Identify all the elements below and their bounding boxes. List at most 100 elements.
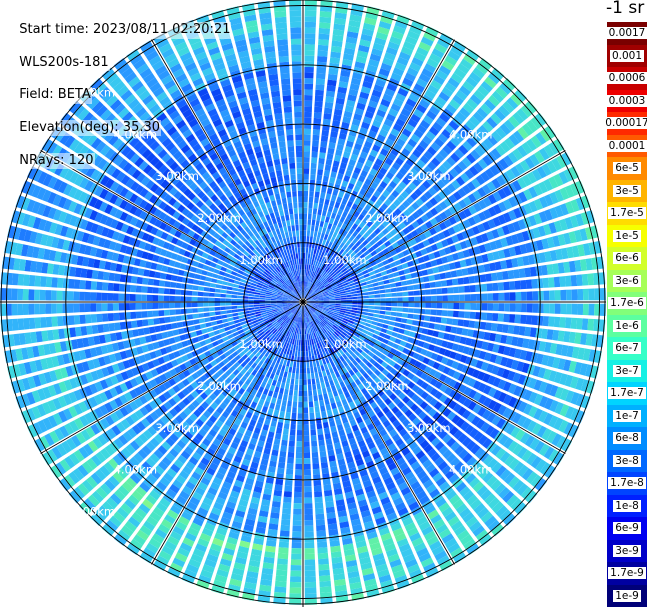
ppi-cell [254, 294, 260, 298]
ppi-cell [320, 312, 326, 317]
ppi-cell [181, 354, 189, 362]
ppi-cell [362, 357, 369, 365]
ppi-cell [463, 319, 470, 328]
ppi-cell [378, 68, 390, 77]
ppi-cell [51, 316, 58, 327]
ppi-cell [221, 424, 230, 432]
ppi-cell [319, 359, 323, 366]
ppi-cell [109, 515, 122, 528]
ppi-cell [493, 204, 502, 215]
ppi-cell [240, 361, 248, 368]
ppi-cell [133, 534, 146, 546]
ppi-cell [484, 242, 492, 252]
ppi-cell [581, 395, 591, 409]
ppi-cell [227, 333, 234, 340]
ppi-cell [306, 304, 311, 309]
ppi-cell [343, 403, 350, 411]
ppi-cell [429, 217, 438, 226]
ppi-cell [402, 517, 414, 527]
ppi-cell [312, 302, 319, 304]
ppi-cell [150, 469, 162, 480]
ppi-cell [297, 316, 300, 323]
ppi-cell [374, 139, 384, 148]
ppi-cell [375, 78, 386, 88]
ppi-cell [331, 326, 337, 331]
ppi-cell [507, 370, 516, 381]
ppi-cell [556, 155, 567, 169]
ppi-cell [480, 103, 492, 115]
ppi-cell [568, 166, 579, 180]
ppi-cell [158, 383, 167, 393]
ppi-cell [318, 262, 323, 269]
ppi-cell [512, 443, 523, 456]
ppi-cell [56, 443, 68, 457]
ppi-cell [281, 399, 287, 407]
ppi-cell [38, 373, 47, 386]
ppi-cell [303, 401, 308, 408]
ppi-cell [303, 264, 305, 270]
ppi-cell [385, 424, 395, 433]
ppi-cell [194, 466, 205, 476]
ppi-cell [276, 316, 282, 321]
ppi-cell [367, 154, 376, 163]
ppi-cell [425, 296, 432, 302]
ppi-cell [304, 50, 315, 56]
ppi-cell [420, 557, 434, 568]
ppi-cell [87, 359, 95, 370]
ppi-cell [196, 347, 204, 355]
ppi-cell [134, 386, 143, 396]
ppi-cell [437, 265, 445, 273]
ppi-cell [331, 556, 343, 564]
ppi-cell [453, 461, 465, 472]
ppi-cell [87, 336, 95, 347]
ppi-cell [346, 565, 359, 573]
ppi-cell [331, 283, 337, 288]
ppi-cell [349, 14, 362, 23]
ppi-cell [205, 363, 213, 371]
ppi-cell [113, 438, 124, 449]
ppi-cell [288, 446, 295, 453]
ppi-cell [298, 328, 300, 335]
ppi-cell [329, 229, 334, 237]
ppi-cell [367, 423, 375, 431]
ppi-cell [359, 127, 368, 135]
ppi-cell [415, 174, 425, 183]
ppi-cell [287, 331, 292, 338]
ppi-cell [312, 278, 317, 284]
ppi-cell [292, 309, 297, 314]
ppi-cell [371, 48, 383, 57]
ppi-cell [362, 232, 370, 239]
ppi-cell [369, 149, 379, 158]
ppi-cell [427, 359, 436, 367]
ppi-cell [181, 421, 191, 430]
ppi-cell [419, 425, 429, 435]
ppi-cell [315, 360, 320, 367]
ppi-cell [220, 381, 229, 389]
ppi-cell [28, 317, 36, 329]
ppi-cell [314, 191, 320, 198]
ppi-cell [571, 303, 578, 315]
ppi-cell [396, 287, 403, 292]
ppi-cell [527, 339, 535, 350]
ppi-cell [287, 451, 295, 458]
ppi-cell [252, 543, 263, 551]
ppi-cell [159, 373, 168, 383]
ppi-cell [312, 300, 319, 302]
ppi-cell [491, 365, 500, 375]
ppi-cell [335, 97, 345, 105]
ppi-cell [17, 273, 25, 286]
ppi-cell [469, 311, 476, 319]
ppi-cell [566, 289, 572, 301]
ppi-cell [86, 476, 98, 489]
ppi-cell [221, 365, 229, 373]
ppi-cell [432, 361, 441, 370]
ppi-cell [321, 341, 326, 347]
ppi-cell [285, 324, 290, 330]
ppi-cell [317, 434, 324, 441]
ppi-cell [199, 340, 207, 347]
ppi-cell [214, 574, 228, 584]
ppi-cell [153, 318, 160, 325]
ppi-cell [342, 116, 352, 124]
ppi-cell [470, 303, 477, 310]
ppi-cell [5, 303, 12, 316]
